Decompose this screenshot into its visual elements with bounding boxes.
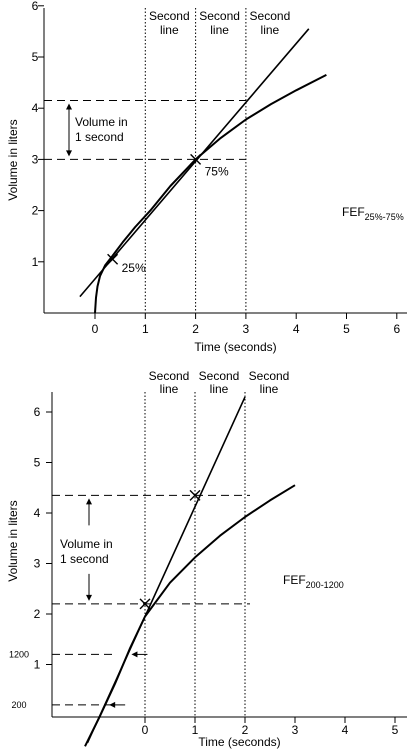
fef-label: FEF25%-75%: [342, 205, 404, 222]
y-tick-label: 4: [34, 506, 41, 520]
slope-line: [86, 396, 246, 744]
x-tick-label: 6: [393, 322, 400, 336]
slope-line: [79, 28, 310, 298]
y-tick-label: 3: [34, 557, 41, 571]
marker-tick: [107, 253, 119, 265]
marker-tick: [139, 598, 151, 610]
second-line-label: Second: [249, 369, 290, 383]
x-tick-label: 3: [243, 322, 250, 336]
volume-label: 1 second: [60, 552, 109, 566]
second-line-label: Second: [149, 369, 190, 383]
x-tick-label: 5: [343, 322, 350, 336]
x-tick-label: 1: [142, 322, 149, 336]
x-axis-label: Time (seconds): [194, 340, 276, 354]
arrow-head-up: [66, 103, 72, 110]
y-tick-label: 4: [32, 101, 39, 115]
level-tick-label: 1200: [9, 649, 29, 659]
y-tick-label: 6: [34, 405, 41, 419]
x-tick-label: 1: [192, 723, 199, 737]
second-line-label: line: [160, 23, 179, 37]
arrow-head-down: [66, 150, 72, 157]
second-line-label: Second: [199, 369, 240, 383]
chart-fef-25-75: 0 1 2 3 4 5 6 1 2 3 4 5 6 Time (seconds) Volume in lit…: [6, 0, 407, 354]
level-tick-label: 200: [11, 700, 26, 710]
x-tick-label: 0: [142, 723, 149, 737]
volume-label: Volume in: [75, 115, 128, 129]
y-tick-label: 1: [34, 658, 41, 672]
x-tick-label: 2: [242, 723, 249, 737]
x-axis-label: Time (seconds): [198, 735, 280, 749]
y-tick-label: 2: [34, 607, 41, 621]
x-tick-label: 4: [342, 723, 349, 737]
y-tick-label: 1: [32, 255, 39, 269]
x-tick-label: 5: [392, 723, 399, 737]
second-line-label: Second: [199, 9, 240, 23]
arrow-head-up: [86, 498, 92, 505]
level-pointer-head: [109, 701, 116, 708]
y-tick-label: 5: [32, 50, 39, 64]
y-tick-label: 6: [32, 0, 39, 13]
fef-label: FEF200-1200: [283, 573, 344, 590]
arrow-head-down: [86, 594, 92, 601]
x-tick-label: 2: [192, 322, 199, 336]
x-tick-label: 0: [92, 322, 99, 336]
second-line-label: line: [160, 382, 179, 396]
volume-time-curve: [94, 74, 327, 314]
marker-label: 75%: [205, 164, 229, 178]
marker-tick: [189, 489, 201, 501]
second-line-label: line: [261, 23, 280, 37]
second-line-label: line: [210, 382, 229, 396]
y-tick-label: 2: [32, 204, 39, 218]
level-pointer-head: [131, 651, 138, 658]
second-line-label: Second: [149, 9, 190, 23]
y-axis-label: Volume in liters: [6, 119, 20, 200]
y-tick-label: 3: [32, 152, 39, 166]
y-tick-label: 5: [34, 456, 41, 470]
x-tick-label: 4: [293, 322, 300, 336]
x-tick-label: 3: [292, 723, 299, 737]
volume-label: Volume in: [60, 537, 113, 551]
marker-tick: [190, 153, 202, 165]
volume-label: 1 second: [75, 130, 124, 144]
marker-label: 25%: [122, 261, 146, 275]
chart-fef-200-1200: 0 1 2 3 4 5 1 2 3 4 5 6 Time (seconds) Volume in lite…: [6, 369, 407, 749]
second-line-label: line: [210, 23, 229, 37]
y-axis-label: Volume in liters: [6, 500, 20, 581]
volume-time-curve: [84, 484, 296, 747]
second-line-label: Second: [250, 9, 291, 23]
second-line-label: line: [260, 382, 279, 396]
